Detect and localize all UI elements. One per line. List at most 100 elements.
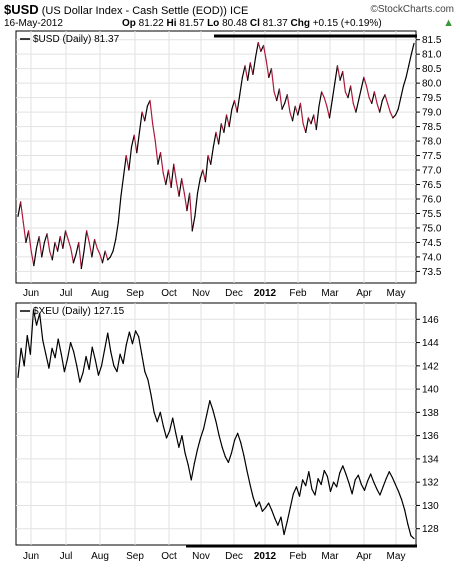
series-segment (410, 42, 415, 55)
series-segment (175, 181, 180, 197)
series-segment (91, 238, 96, 258)
series-segment (35, 236, 40, 249)
series-segment (310, 114, 315, 125)
series-segment (189, 192, 193, 232)
series-segment (264, 502, 270, 509)
series-segment (22, 221, 27, 244)
series-segment (187, 464, 192, 481)
series-segment (291, 105, 296, 122)
series-segment (54, 241, 59, 252)
series-segment (178, 178, 183, 197)
series-segment (29, 309, 35, 355)
series-segment (241, 65, 246, 78)
series-segment (168, 417, 174, 432)
x-tick-label: Jul (60, 551, 73, 562)
series-segment (394, 108, 399, 116)
series-segment (392, 114, 397, 119)
series-segment (231, 99, 236, 110)
series-segment (181, 178, 185, 194)
lo-label: Lo (207, 18, 220, 29)
series-segment (302, 479, 307, 487)
series-segment (397, 97, 402, 110)
series-segment (240, 442, 245, 457)
series-segment (110, 351, 115, 367)
series-segment (193, 448, 199, 465)
y-tick-label: 80.0 (422, 79, 442, 90)
chart-header-line2: 16-May-2012 Op 81.22 Hi 81.57 Lo 80.48 C… (4, 17, 456, 29)
x-tick-label: Aug (91, 551, 109, 562)
series-segment (389, 111, 394, 119)
series-segment (83, 230, 88, 252)
series-segment (355, 99, 360, 113)
y-tick-label: 146 (422, 315, 439, 326)
series-segment (128, 331, 134, 345)
series-segment (204, 154, 209, 183)
series-segment (281, 102, 286, 110)
x-tick-label: Oct (161, 551, 177, 562)
series-segment (25, 230, 30, 244)
x-tick-label: Sep (126, 288, 144, 299)
x-tick-label: Sep (126, 551, 144, 562)
series-segment (400, 85, 405, 99)
y-tick-label: 128 (422, 524, 439, 535)
x-tick-label: May (387, 551, 406, 562)
series-segment (387, 102, 391, 113)
y-tick-label: 132 (422, 478, 439, 489)
x-tick-label: Feb (289, 551, 307, 562)
series-segment (294, 105, 299, 116)
series-segment (38, 236, 43, 258)
y-tick-label: 81.0 (422, 50, 442, 61)
series-segment (42, 339, 47, 355)
series-segment (78, 241, 82, 270)
series-segment (278, 88, 283, 110)
series-segment (215, 421, 220, 437)
series-segment (97, 365, 103, 376)
series-segment (246, 469, 251, 486)
series-segment (39, 312, 44, 341)
y-tick-label: 144 (422, 338, 439, 349)
series-segment (41, 241, 46, 258)
series-segment (20, 201, 24, 223)
series-segment (371, 91, 375, 105)
series-segment (260, 44, 265, 52)
series-segment (339, 465, 344, 474)
series-segment (149, 99, 154, 125)
series-segment (32, 309, 38, 326)
series-segment (344, 91, 349, 99)
series-segment (354, 474, 359, 481)
series-segment (165, 430, 171, 439)
series-segment (265, 59, 270, 78)
series-segment (289, 493, 294, 509)
series-segment (252, 496, 257, 508)
series-segment (162, 425, 168, 439)
series-segment (49, 250, 53, 261)
series-segment (307, 117, 312, 125)
series-segment (138, 111, 143, 133)
series-segment (70, 247, 75, 264)
legend-label: $XEU (Daily) 127.15 (33, 306, 125, 317)
series-segment (120, 175, 125, 197)
series-segment (410, 535, 415, 540)
series-segment (101, 250, 106, 264)
series-segment (407, 523, 412, 537)
series-segment (305, 471, 310, 487)
series-segment (191, 215, 196, 232)
y-tick-label: 130 (422, 501, 439, 512)
x-tick-label: Nov (192, 288, 210, 299)
series-segment (257, 41, 262, 52)
series-segment (125, 331, 130, 346)
series-segment (88, 241, 93, 258)
series-segment (51, 347, 56, 359)
series-segment (360, 483, 366, 491)
series-segment (280, 516, 285, 536)
series-segment (144, 105, 148, 122)
quote-date: 16-May-2012 (4, 18, 63, 29)
series-segment (370, 473, 375, 483)
description: (US Dollar Index - Cash Settle (EOD)) (41, 5, 227, 17)
series-segment (35, 312, 41, 326)
y-tick-label: 140 (422, 385, 439, 396)
y-tick-label: 78.5 (422, 122, 442, 133)
series-segment (408, 53, 412, 67)
y-tick-label: 76.5 (422, 180, 442, 191)
